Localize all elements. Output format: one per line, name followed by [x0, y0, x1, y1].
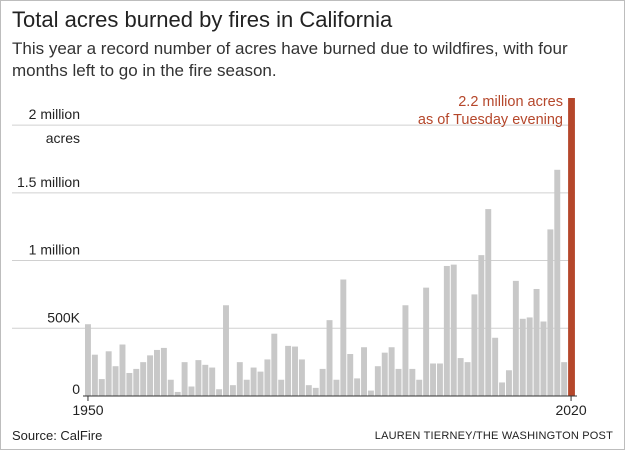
bar	[174, 391, 181, 396]
bar	[512, 280, 519, 396]
bar	[147, 355, 154, 396]
x-axis-labels: 1950 2020	[72, 396, 587, 418]
bar	[505, 370, 512, 396]
bar	[443, 265, 450, 396]
bar	[202, 364, 209, 396]
bar	[416, 379, 423, 396]
bar	[561, 362, 568, 396]
bar	[216, 389, 223, 396]
bar	[402, 305, 409, 396]
bar	[533, 288, 540, 396]
bar	[464, 362, 471, 396]
bar	[195, 360, 202, 396]
bar	[554, 169, 561, 396]
bar	[526, 317, 533, 396]
bar	[278, 379, 285, 396]
bar	[361, 347, 367, 396]
bar	[381, 352, 388, 396]
bar	[181, 362, 188, 396]
credit-line: LAUREN TIERNEY/THE WASHINGTON POST	[374, 430, 613, 442]
bar	[112, 366, 119, 396]
bar	[354, 378, 361, 396]
bar	[285, 345, 292, 396]
bar	[105, 351, 112, 396]
bar	[492, 337, 499, 396]
bar	[98, 379, 105, 396]
bar	[519, 318, 526, 396]
bar	[257, 371, 264, 396]
x-tick-label: 2020	[555, 402, 586, 418]
y-axis-labels: 0 500K 1 million 1.5 million 2 million acres	[17, 106, 81, 397]
bar	[374, 366, 381, 396]
bar	[292, 346, 298, 396]
bar	[471, 294, 478, 396]
bar	[85, 324, 91, 396]
bar	[457, 358, 464, 396]
annotation-line-2: as of Tuesday evening	[418, 112, 563, 128]
bar	[430, 363, 437, 396]
bar	[133, 368, 140, 396]
bar	[312, 387, 319, 396]
bar	[436, 363, 443, 396]
source-note: Source: CalFire	[12, 428, 103, 443]
bar	[119, 344, 126, 396]
y-tick-label: 1.5 million	[17, 174, 80, 190]
bar	[367, 390, 374, 396]
annotation-line-1: 2.2 million acres	[458, 94, 563, 110]
bar	[547, 229, 554, 396]
bar	[167, 379, 174, 396]
y-tick-label: 0	[72, 381, 80, 397]
y-axis-unit-label: acres	[46, 130, 80, 146]
bar	[540, 321, 547, 396]
bar	[298, 359, 305, 396]
bar	[250, 367, 257, 396]
bar	[305, 385, 312, 396]
bar	[326, 320, 333, 396]
y-tick-label: 500K	[47, 309, 80, 325]
bar	[91, 354, 98, 396]
bar	[188, 386, 195, 396]
bar	[126, 372, 133, 396]
y-tick-label: 2 million	[29, 106, 80, 122]
bar	[140, 362, 147, 396]
bar	[450, 264, 457, 396]
bar	[340, 279, 347, 396]
bar	[319, 368, 326, 396]
chart-subtitle: This year a record number of acres have …	[12, 39, 568, 80]
bar	[271, 333, 278, 396]
bar	[243, 379, 250, 396]
bar	[347, 354, 354, 396]
bar	[409, 368, 416, 396]
bar	[229, 385, 236, 396]
bar	[395, 368, 402, 396]
annotation: 2.2 million acres as of Tuesday evening	[418, 94, 563, 128]
x-tick-label: 1950	[72, 402, 103, 418]
bar	[423, 287, 430, 396]
bar	[236, 362, 243, 396]
chart-title: Total acres burned by fires in Californi…	[12, 7, 393, 32]
bar	[154, 349, 160, 396]
bar	[160, 347, 167, 396]
bar	[223, 305, 229, 396]
bar	[478, 255, 485, 396]
bars	[85, 98, 575, 396]
bar	[388, 347, 395, 396]
bar	[209, 367, 216, 396]
y-tick-label: 1 million	[29, 242, 80, 258]
bar	[264, 359, 271, 396]
bar	[485, 209, 492, 396]
bar	[499, 382, 506, 396]
bar	[333, 379, 340, 396]
bar-2020-highlight	[568, 98, 575, 396]
